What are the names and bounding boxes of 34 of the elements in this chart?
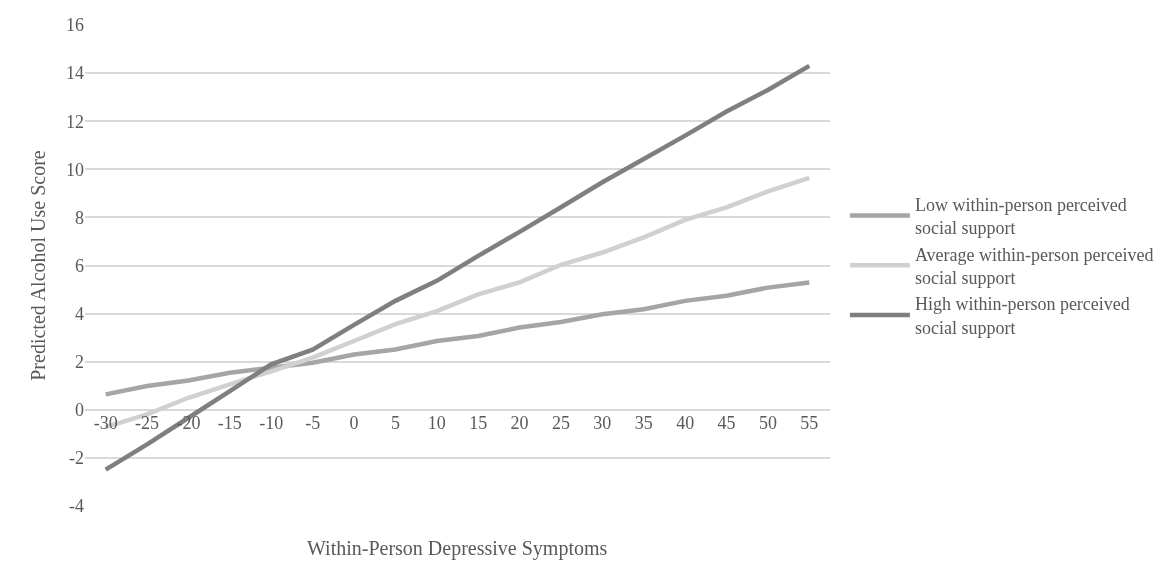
x-tick-label: 5	[390, 412, 400, 433]
x-tick-label: 20	[510, 412, 529, 433]
x-tick-label: -25	[135, 412, 160, 433]
x-tick-label: 0	[349, 412, 359, 433]
x-tick-label: 40	[676, 412, 695, 433]
y-tick-label: 6	[75, 255, 84, 276]
x-tick-label: 35	[634, 412, 653, 433]
y-tick-label: 8	[75, 207, 84, 228]
x-tick-label: 55	[800, 412, 819, 433]
legend-label: Average within-person perceived social support	[914, 244, 1154, 288]
y-tick-label: 4	[75, 303, 84, 324]
legend-label: Low within-person perceived social support	[914, 194, 1127, 239]
x-tick-label: 25	[551, 412, 570, 433]
y-tick-label: 14	[66, 63, 84, 84]
y-tick-label: 10	[66, 159, 84, 180]
legend-label: High within-person perceived social support	[914, 294, 1130, 338]
x-tick-label: -10	[259, 412, 284, 433]
y-axis-title: Predicted Alcohol Use Score	[26, 150, 49, 381]
x-tick-label: -15	[217, 412, 242, 433]
x-tick-label: -20	[176, 412, 201, 433]
x-tick-label: 45	[717, 412, 736, 433]
line-series	[103, 280, 812, 397]
x-tick-label: 10	[427, 412, 446, 433]
x-tick-label: 30	[593, 412, 612, 433]
y-tick-label: -2	[69, 448, 84, 469]
x-tick-label: 15	[469, 412, 488, 433]
y-tick-label: 16	[66, 15, 84, 36]
y-tick-label: 12	[66, 111, 84, 132]
x-axis-title: Within-Person Depressive Symptoms	[307, 537, 608, 560]
y-tick-label: -4	[69, 496, 84, 517]
x-tick-label: -5	[305, 412, 321, 433]
x-tick-label: 50	[758, 412, 777, 433]
x-tick-label: -30	[93, 412, 118, 433]
y-tick-label: 2	[75, 352, 84, 372]
